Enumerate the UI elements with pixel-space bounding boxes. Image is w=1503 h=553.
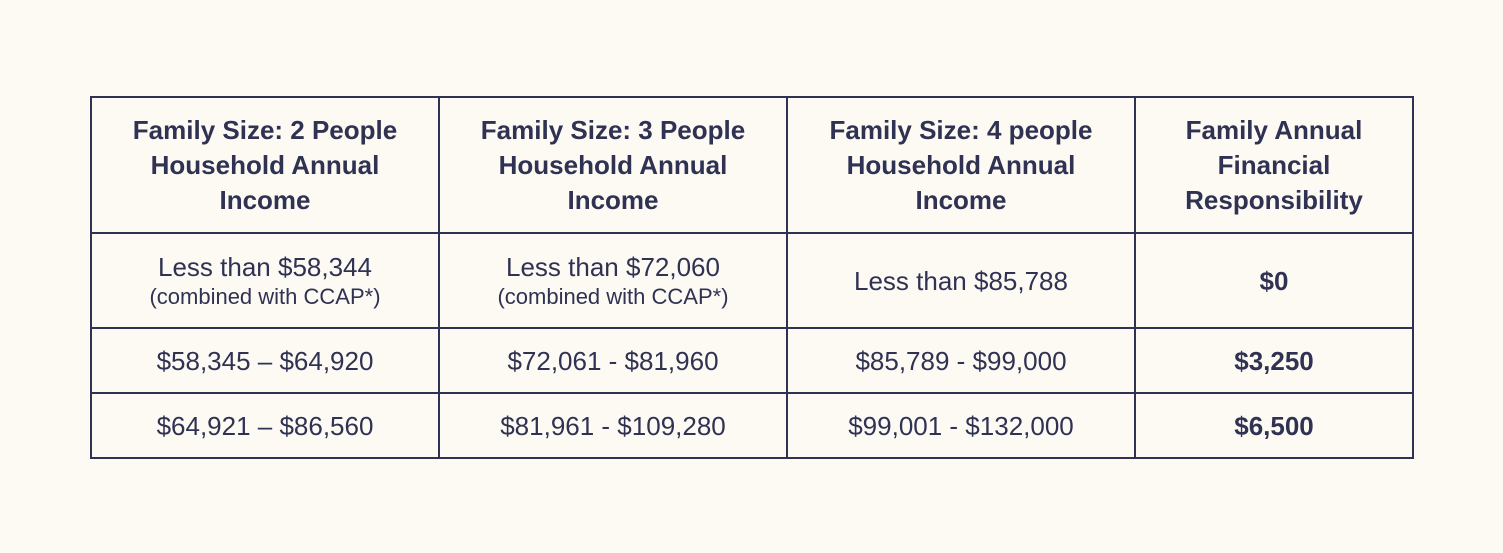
header-text: Family Size: 2 People xyxy=(132,114,398,145)
table-row: Less than $58,344 (combined with CCAP*) Le… xyxy=(90,232,1414,329)
cell-text: Less than $58,344 xyxy=(158,251,372,282)
table-cell: $0 xyxy=(1134,232,1414,329)
table-row: $58,345 – $64,920 $72,061 - $81,960 $85,78… xyxy=(90,327,1414,394)
header-text: Household Annual xyxy=(150,149,380,180)
cell-text: $72,061 - $81,960 xyxy=(507,345,719,376)
cell-text: $58,345 – $64,920 xyxy=(156,345,374,376)
table-cell: $3,250 xyxy=(1134,327,1414,394)
income-table: Family Size: 2 People Household Annual Inc… xyxy=(90,96,1414,459)
header-cell: Family Annual Financial Responsibility xyxy=(1134,96,1414,234)
header-text: Income xyxy=(219,184,311,215)
cell-text: (combined with CCAP*) xyxy=(149,283,381,309)
header-text: Income xyxy=(915,184,1007,215)
header-text: Family Size: 3 People xyxy=(480,114,746,145)
cell-text: $6,500 xyxy=(1234,410,1314,441)
table-cell: $6,500 xyxy=(1134,392,1414,459)
header-cell: Family Size: 4 people Household Annual Inc… xyxy=(786,96,1136,234)
table-cell: $85,789 - $99,000 xyxy=(786,327,1136,394)
table-row: $64,921 – $86,560 $81,961 - $109,280 $99,0… xyxy=(90,392,1414,459)
cell-text: $0 xyxy=(1259,265,1289,296)
header-text: Financial xyxy=(1217,149,1331,180)
cell-text: Less than $72,060 xyxy=(506,251,720,282)
table-cell: Less than $58,344 (combined with CCAP*) xyxy=(90,232,440,329)
table-cell: Less than $85,788 xyxy=(786,232,1136,329)
header-text: Household Annual xyxy=(846,149,1076,180)
cell-text: Less than $85,788 xyxy=(854,265,1068,296)
table-cell: $99,001 - $132,000 xyxy=(786,392,1136,459)
header-cell: Family Size: 2 People Household Annual Inc… xyxy=(90,96,440,234)
cell-text: $81,961 - $109,280 xyxy=(500,410,726,441)
header-row: Family Size: 2 People Household Annual Inc… xyxy=(90,96,1414,234)
header-text: Family Size: 4 people xyxy=(829,114,1093,145)
table-cell: $64,921 – $86,560 xyxy=(90,392,440,459)
header-text: Responsibility xyxy=(1185,184,1363,215)
header-cell: Family Size: 3 People Household Annual Inc… xyxy=(438,96,788,234)
table-cell: $58,345 – $64,920 xyxy=(90,327,440,394)
header-text: Household Annual xyxy=(498,149,728,180)
header-text: Income xyxy=(567,184,659,215)
cell-text: (combined with CCAP*) xyxy=(497,283,729,309)
header-text: Family Annual xyxy=(1185,114,1363,145)
cell-text: $99,001 - $132,000 xyxy=(848,410,1074,441)
table-cell: $72,061 - $81,960 xyxy=(438,327,788,394)
cell-text: $64,921 – $86,560 xyxy=(156,410,374,441)
table-cell: $81,961 - $109,280 xyxy=(438,392,788,459)
cell-text: $85,789 - $99,000 xyxy=(855,345,1067,376)
cell-text: $3,250 xyxy=(1234,345,1314,376)
table-cell: Less than $72,060 (combined with CCAP*) xyxy=(438,232,788,329)
